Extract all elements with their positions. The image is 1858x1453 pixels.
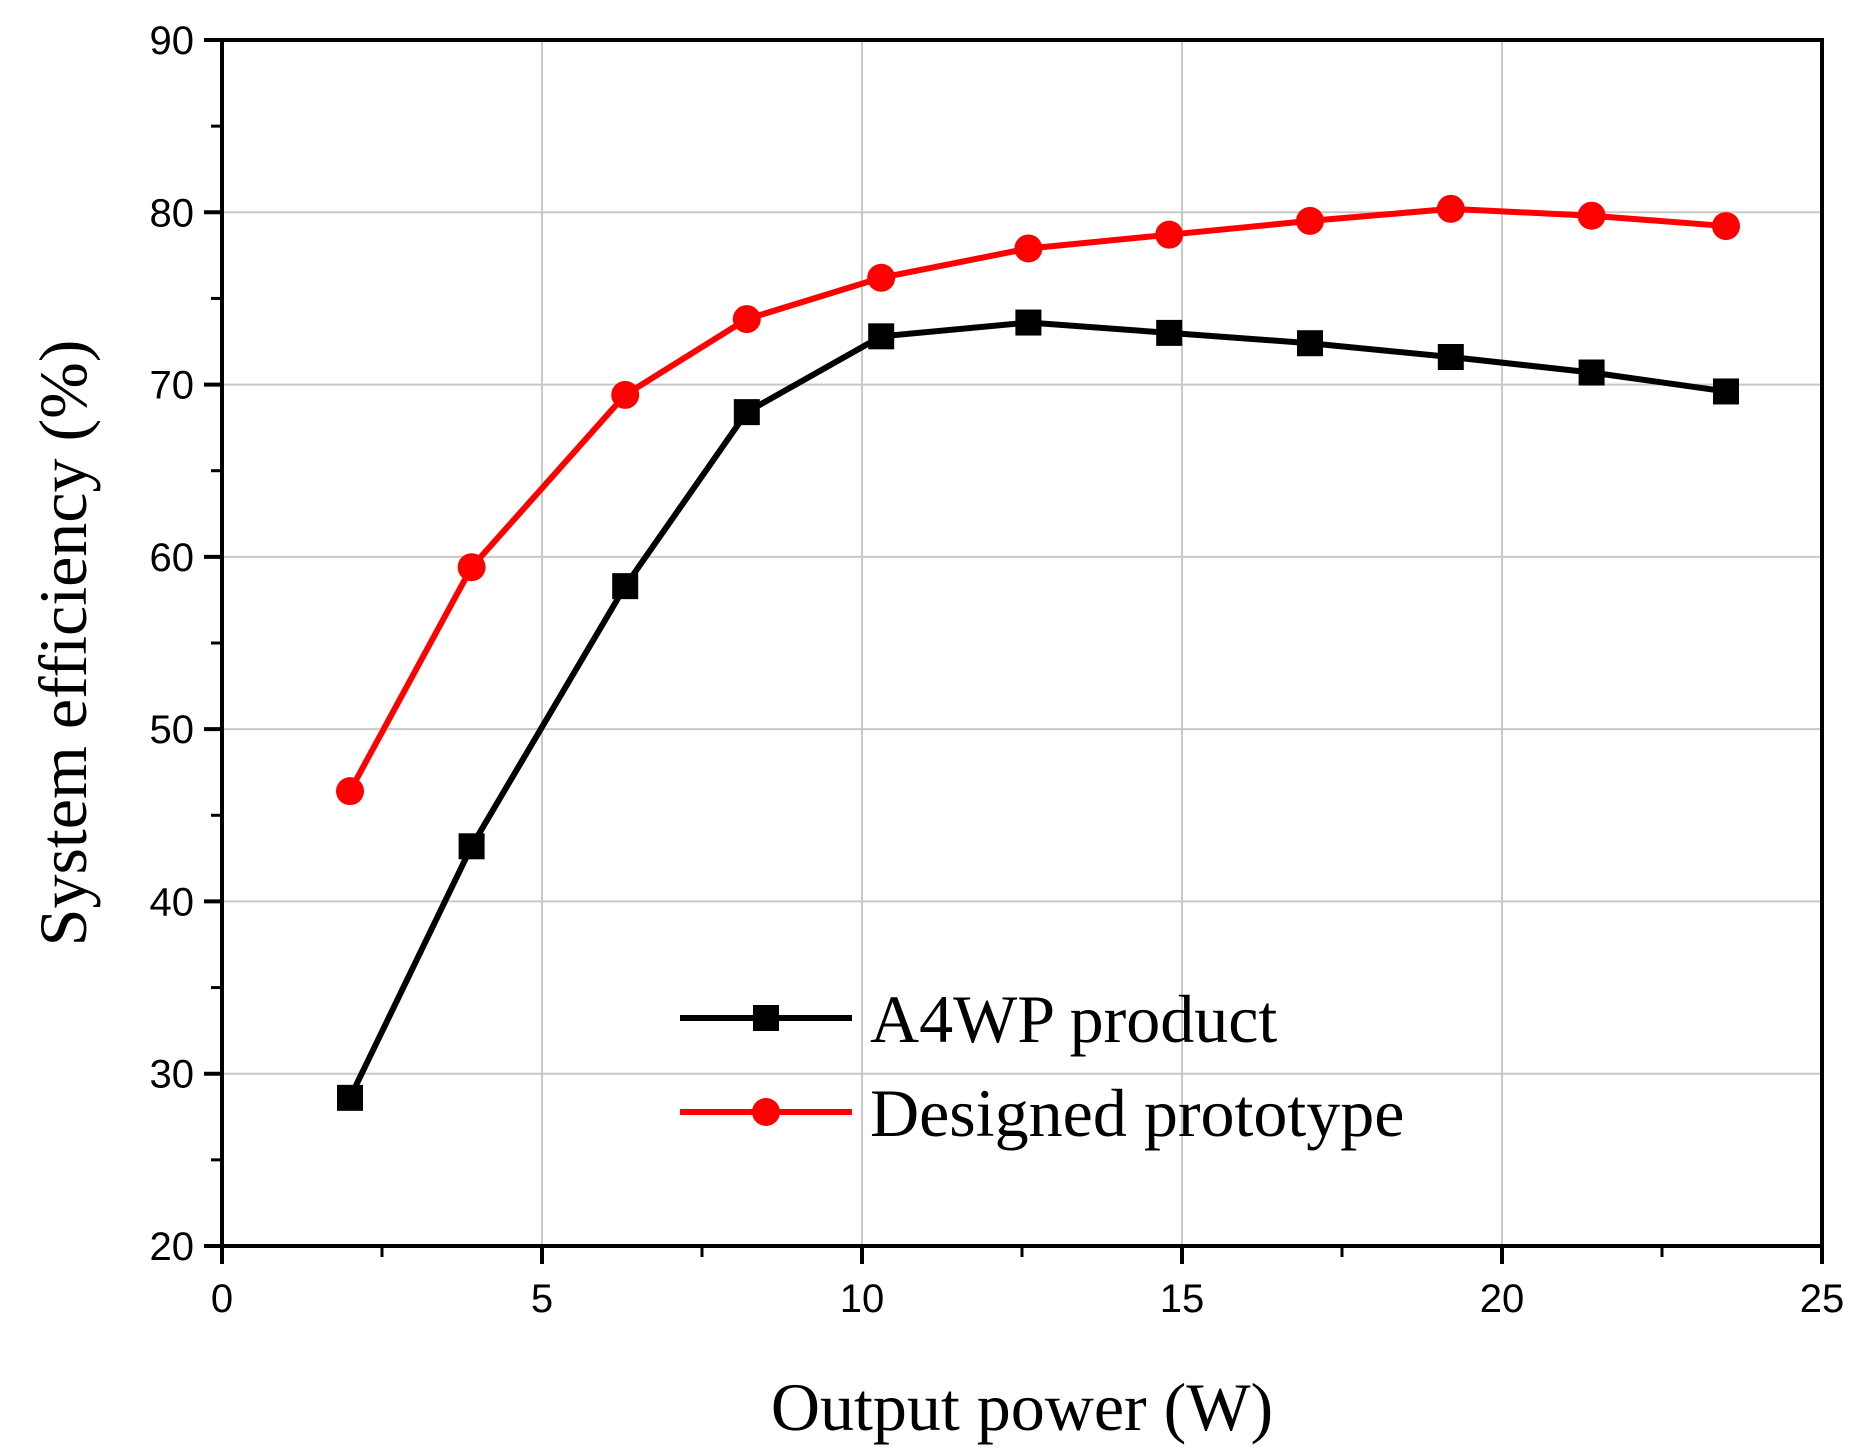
data-point [612,573,639,600]
data-point [867,263,896,292]
data-point [868,323,895,350]
y-tick-label: 20 [150,1225,195,1269]
data-point [733,399,760,426]
data-point [457,553,486,582]
data-point [1712,212,1740,241]
x-tick-label: 5 [531,1277,553,1321]
legend: A4WP product Designed prototype [680,981,1404,1151]
data-point [458,833,485,860]
y-tick-label: 90 [150,19,195,63]
x-axis-title: Output power (W) [771,1369,1273,1445]
y-tick-label: 50 [150,708,195,752]
y-tick-label: 60 [150,536,195,580]
x-tick-label: 10 [840,1277,885,1321]
data-point [732,305,761,334]
legend-marker-a4wp [753,1005,779,1031]
series-designed-prototype [336,194,1740,806]
data-point [1436,194,1465,223]
data-point [336,777,364,806]
legend-label-prototype: Designed prototype [870,1075,1404,1151]
data-point [1015,309,1042,336]
x-tick-label: 0 [211,1277,233,1321]
axis-ticks [204,38,1824,1264]
data-point [1713,378,1739,405]
data-point [611,380,640,409]
legend-marker-prototype [752,1098,780,1126]
data-series [336,194,1740,1111]
data-point [1437,344,1464,371]
data-point [1296,206,1324,235]
y-axis-title: System efficiency (%) [25,340,101,947]
y-tick-label: 40 [150,880,195,924]
legend-label-a4wp: A4WP product [870,981,1277,1057]
x-tick-label: 15 [1160,1277,1205,1321]
y-tick-label: 80 [150,191,195,235]
data-point [1014,234,1043,263]
series-a4wp-product [337,309,1739,1111]
x-tick-label: 20 [1480,1277,1525,1321]
data-point [1577,201,1606,230]
data-point [1156,319,1183,346]
data-point [337,1084,363,1111]
data-point [1155,220,1184,249]
data-point [1578,359,1605,386]
y-tick-label: 70 [150,364,195,408]
x-tick-label: 25 [1800,1277,1845,1321]
axis-tick-labels: 0 5 10 15 20 25 20 30 40 50 60 70 80 90 [150,19,1845,1321]
data-point [1297,330,1323,357]
y-tick-label: 30 [150,1053,195,1097]
